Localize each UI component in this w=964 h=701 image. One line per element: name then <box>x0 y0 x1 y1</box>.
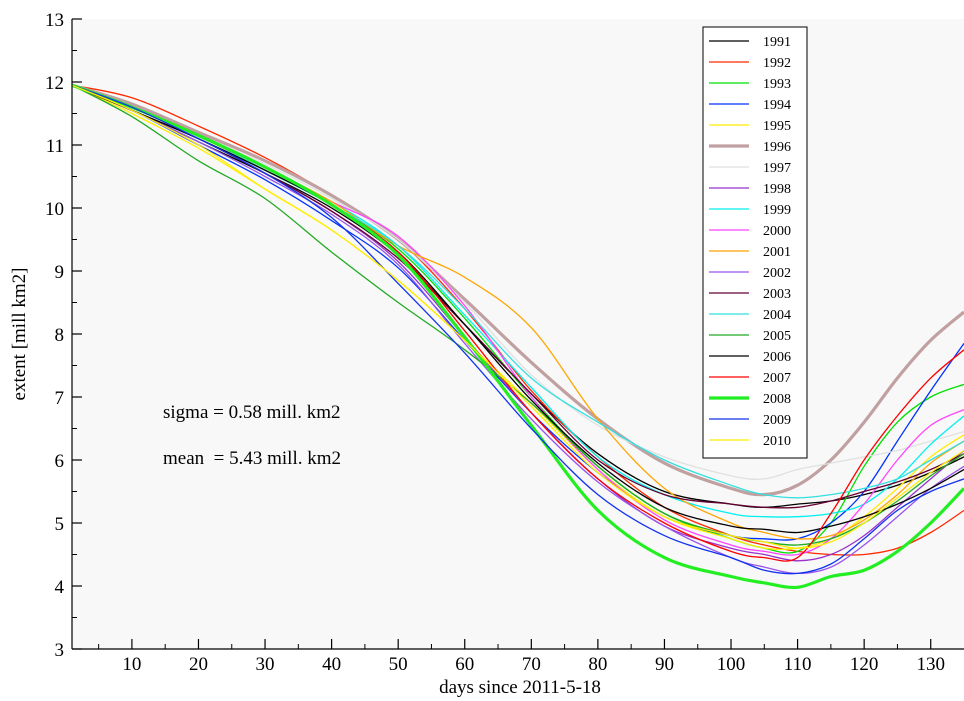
y-tick-label: 10 <box>45 199 64 220</box>
x-tick-label: 20 <box>189 654 208 675</box>
legend-label-1994: 1994 <box>763 98 791 113</box>
legend-label-2005: 2005 <box>763 329 791 344</box>
legend-label-2000: 2000 <box>763 224 791 239</box>
legend-label-1993: 1993 <box>763 77 791 92</box>
legend-label-2008: 2008 <box>763 392 791 407</box>
x-tick-label: 110 <box>784 654 812 675</box>
legend-box <box>702 26 808 459</box>
y-tick-label: 13 <box>45 10 64 31</box>
ticks-layer: 3 4 5 6 7 8 9 10 11 12 13 10 20 30 40 50 60 70 80 90 100 110 1… <box>45 10 945 675</box>
y-tick-label: 4 <box>55 577 65 598</box>
legend-label-2002: 2002 <box>763 266 791 281</box>
series-line-2002 <box>71 84 964 575</box>
x-axis-label: days since 2011-5-18 <box>439 677 601 698</box>
x-tick-label: 90 <box>655 654 674 675</box>
y-tick-label: 8 <box>55 325 65 346</box>
y-tick-label: 11 <box>46 136 64 157</box>
legend-label-1997: 1997 <box>763 161 791 176</box>
legend-label-1992: 1992 <box>763 56 791 71</box>
y-tick-label: 5 <box>55 514 65 535</box>
x-tick-label: 50 <box>389 654 408 675</box>
x-tick-label: 70 <box>522 654 541 675</box>
legend-label-2010: 2010 <box>763 434 791 449</box>
x-tick-label: 40 <box>322 654 341 675</box>
series-line-2008 <box>71 83 964 590</box>
y-axis-label: extent [mill km2] <box>9 268 30 401</box>
legend-label-2003: 2003 <box>763 287 791 302</box>
legend-label-2004: 2004 <box>763 308 791 323</box>
legend-label-2006: 2006 <box>763 350 791 365</box>
x-tick-label: 120 <box>850 654 879 675</box>
series-line-2009 <box>71 84 964 575</box>
y-tick-label: 6 <box>55 451 65 472</box>
y-tick-label: 7 <box>55 388 65 409</box>
legend-label-2009: 2009 <box>763 413 791 428</box>
legend-label-1999: 1999 <box>763 203 791 218</box>
x-tick-label: 30 <box>256 654 275 675</box>
x-tick-label: 130 <box>916 654 945 675</box>
legend-label-1991: 1991 <box>763 35 791 50</box>
series-line-2006 <box>71 84 964 534</box>
y-tick-label: 3 <box>55 640 65 661</box>
y-tick-label: 12 <box>45 73 64 94</box>
legend-label-1998: 1998 <box>763 182 791 197</box>
legend-label-2001: 2001 <box>763 245 791 260</box>
x-tick-label: 100 <box>717 654 746 675</box>
x-tick-label: 60 <box>455 654 474 675</box>
sigma-annotation: sigma = 0.58 mill. km2 <box>163 402 341 423</box>
series-line-1997 <box>71 84 964 480</box>
x-tick-label: 10 <box>122 654 141 675</box>
legend-label-1996: 1996 <box>763 140 791 155</box>
x-tick-label: 80 <box>588 654 607 675</box>
legend: 1991 1992 1993 1994 1995 1996 1997 1998 1999 2000… <box>702 26 808 459</box>
legend-label-1995: 1995 <box>763 119 791 134</box>
series-layer <box>71 83 964 590</box>
legend-label-2007: 2007 <box>763 371 791 386</box>
y-tick-label: 9 <box>55 262 65 283</box>
series-line-2010 <box>71 84 964 549</box>
mean-annotation: mean = 5.43 mill. km2 <box>163 448 341 469</box>
